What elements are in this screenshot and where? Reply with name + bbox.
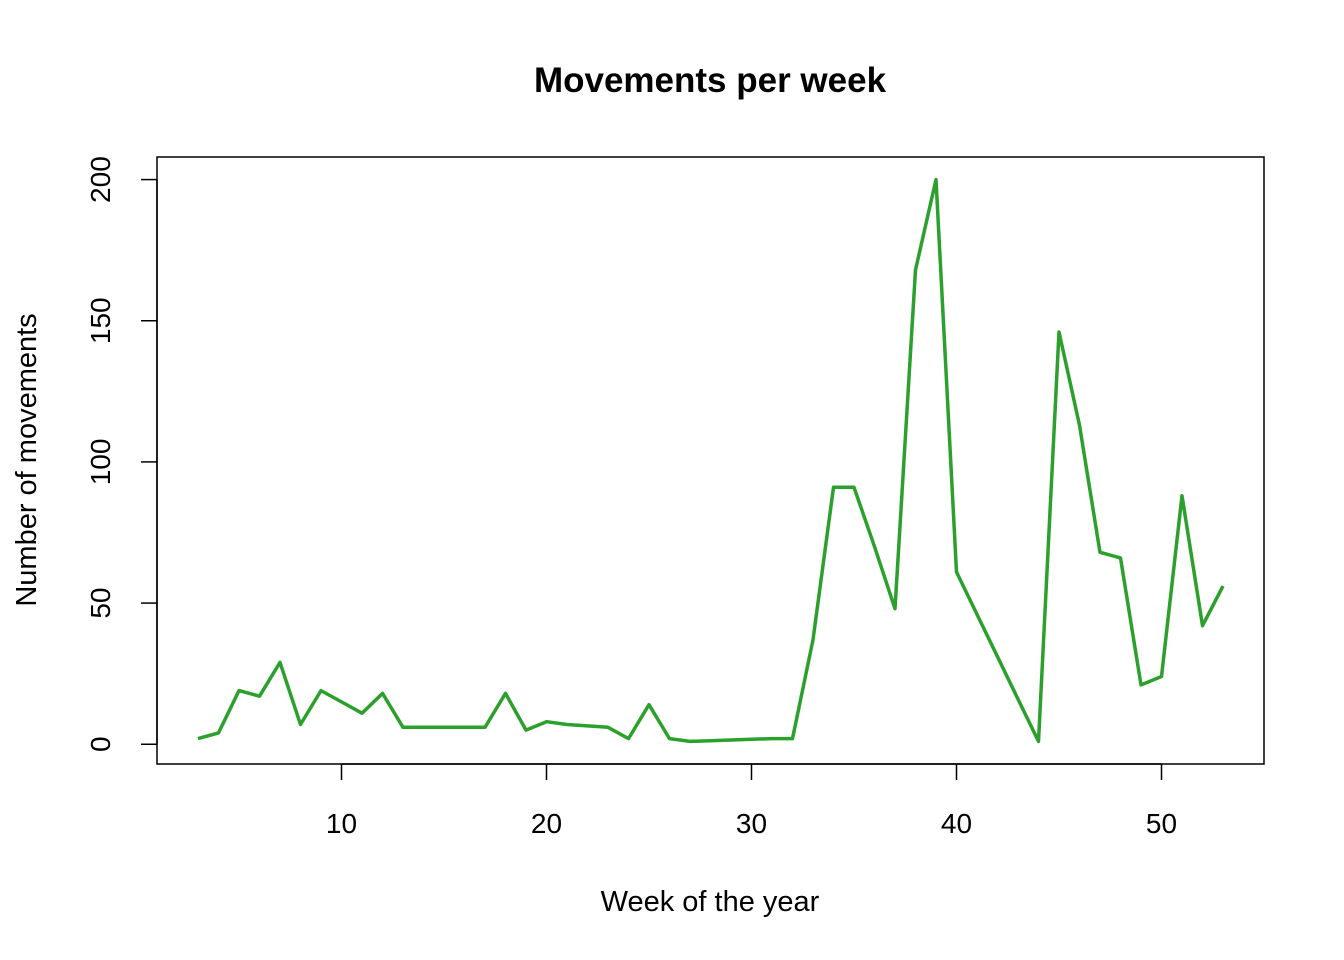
- x-tick-label: 40: [941, 808, 972, 839]
- chart-title: Movements per week: [534, 61, 887, 100]
- x-tick-label: 50: [1146, 808, 1177, 839]
- y-tick-label: 150: [85, 297, 116, 344]
- x-tick-label: 10: [326, 808, 357, 839]
- x-tick-label: 20: [531, 808, 562, 839]
- x-axis: 10 20 30 40 50: [326, 763, 1177, 839]
- y-tick-label: 50: [85, 587, 116, 618]
- y-tick-label: 200: [85, 156, 116, 203]
- y-axis: 0 50 100 150 200: [85, 156, 158, 752]
- x-tick-label: 30: [736, 808, 767, 839]
- y-tick-label: 100: [85, 439, 116, 486]
- y-axis-label: Number of movements: [11, 313, 43, 606]
- x-axis-label: Week of the year: [601, 886, 820, 918]
- y-tick-label: 0: [85, 736, 116, 752]
- plot-frame: [156, 156, 1265, 765]
- series-line: [197, 177, 1225, 744]
